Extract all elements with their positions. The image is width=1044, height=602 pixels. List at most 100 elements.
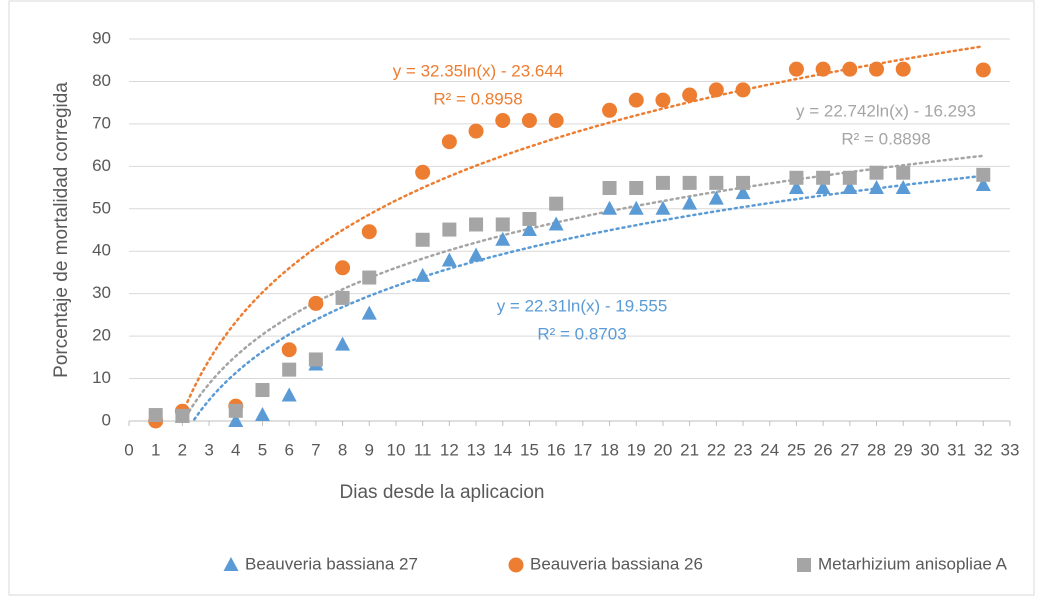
x-tick-label: 23 [734, 440, 753, 459]
chart-border [8, 0, 1035, 596]
y-tick-label: 20 [92, 326, 111, 345]
marker [254, 407, 270, 422]
y-tick-label: 10 [92, 368, 111, 387]
x-tick-label: 6 [284, 440, 293, 459]
marker [602, 102, 618, 118]
marker [788, 61, 804, 77]
x-tick-label: 2 [178, 440, 187, 459]
marker [521, 112, 537, 128]
marker [308, 352, 323, 367]
marker [281, 387, 297, 402]
marker [415, 164, 431, 180]
x-tick-label: 21 [680, 440, 699, 459]
trendline-r-squared: R² = 0.8898 [841, 129, 930, 148]
marker [548, 112, 564, 128]
x-tick-label: 7 [311, 440, 320, 459]
marker [869, 165, 884, 180]
x-tick-label: 29 [894, 440, 913, 459]
marker [629, 180, 644, 195]
x-tick-label: 8 [338, 440, 347, 459]
x-tick-label: 1 [151, 440, 160, 459]
marker [682, 195, 698, 210]
x-tick-label: 11 [414, 440, 432, 459]
trendline-r-squared: R² = 0.8703 [537, 324, 626, 343]
marker [223, 557, 239, 571]
marker [468, 247, 484, 262]
x-tick-label: 18 [600, 440, 619, 459]
marker [655, 175, 670, 190]
trendline [193, 174, 985, 421]
trendline-equation: y = 22.31ln(x) - 19.555 [497, 296, 668, 315]
x-axis-title: Dias desde la aplicacion [340, 482, 545, 503]
marker [708, 82, 724, 98]
x-tick-label: 17 [573, 440, 592, 459]
marker [469, 217, 484, 232]
marker [842, 61, 858, 77]
marker [441, 252, 457, 267]
marker [522, 211, 537, 226]
marker [228, 403, 243, 418]
x-tick-label: 31 [947, 440, 966, 459]
x-tick-label: 27 [840, 440, 859, 459]
y-tick-label: 60 [92, 156, 111, 175]
marker [495, 231, 511, 246]
y-tick-label: 30 [92, 283, 111, 302]
marker [655, 92, 671, 108]
marker [255, 383, 270, 398]
y-tick-label: 0 [102, 410, 111, 429]
legend-label: Beauveria bassiana 27 [245, 554, 418, 573]
x-tick-label: 22 [707, 440, 726, 459]
marker [549, 196, 564, 211]
x-tick-label: 33 [1001, 440, 1020, 459]
x-tick-label: 12 [440, 440, 459, 459]
marker [797, 558, 811, 572]
y-tick-label: 50 [92, 198, 111, 217]
marker [415, 267, 431, 282]
marker [736, 175, 751, 190]
marker [628, 92, 644, 108]
marker [842, 170, 857, 185]
marker [362, 270, 377, 285]
marker [175, 408, 190, 423]
trendline-equation: y = 22.742ln(x) - 16.293 [796, 101, 976, 120]
marker [468, 123, 484, 139]
y-tick-label: 90 [92, 28, 111, 47]
marker [842, 179, 858, 194]
y-tick-label: 40 [92, 241, 111, 260]
x-tick-label: 24 [760, 440, 779, 459]
marker [709, 175, 724, 190]
x-tick-label: 20 [653, 440, 672, 459]
marker [975, 62, 991, 78]
marker [335, 336, 351, 351]
marker [975, 177, 991, 192]
trendline-equation: y = 32.35ln(x) - 23.644 [393, 61, 564, 80]
marker [708, 190, 724, 205]
marker [602, 200, 618, 215]
marker [308, 295, 324, 311]
marker [895, 61, 911, 77]
marker [628, 200, 644, 215]
trendline-r-squared: R² = 0.8958 [433, 89, 522, 108]
marker [976, 167, 991, 182]
marker [788, 179, 804, 194]
x-tick-label: 30 [920, 440, 939, 459]
marker [815, 179, 831, 194]
marker [441, 134, 457, 150]
marker [895, 179, 911, 194]
marker [495, 112, 511, 128]
x-tick-label: 3 [204, 440, 213, 459]
x-tick-label: 5 [258, 440, 267, 459]
marker [361, 305, 377, 320]
x-tick-label: 13 [467, 440, 486, 459]
marker [521, 222, 537, 236]
marker [415, 232, 430, 247]
marker [495, 217, 510, 232]
marker [442, 222, 457, 237]
y-tick-label: 80 [92, 71, 111, 90]
marker [361, 224, 377, 240]
x-tick-label: 9 [365, 440, 374, 459]
marker [548, 216, 564, 231]
marker [148, 408, 163, 423]
x-tick-label: 4 [231, 440, 240, 459]
x-tick-label: 32 [974, 440, 993, 459]
